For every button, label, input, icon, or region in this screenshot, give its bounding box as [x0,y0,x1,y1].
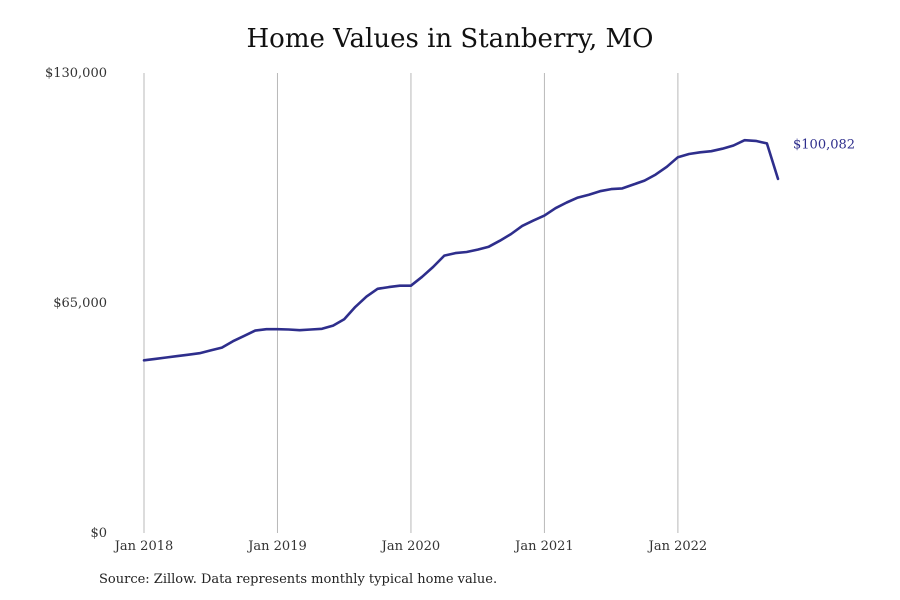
chart-title: Home Values in Stanberry, MO [246,24,654,54]
y-tick-label: $130,000 [45,66,107,81]
x-tick-label: Jan 2019 [246,539,307,554]
series-line [142,138,780,362]
gridlines [143,73,679,533]
series-layer [142,138,780,362]
x-axis-ticks: Jan 2018 Jan 2019 Jan 2020 Jan 2021 Jan 2022 [113,539,707,554]
source-note: Source: Zillow. Data represents monthly … [99,572,498,587]
y-axis-ticks: $0 $65,000 $130,000 [45,66,107,541]
end-value-label: $100,082 [793,137,855,152]
x-tick-label: Jan 2020 [380,539,441,554]
y-tick-label: $0 [90,526,107,541]
x-tick-label: Jan 2021 [513,539,574,554]
y-tick-label: $65,000 [53,296,107,311]
x-tick-label: Jan 2018 [113,539,174,554]
x-tick-label: Jan 2022 [647,539,708,554]
